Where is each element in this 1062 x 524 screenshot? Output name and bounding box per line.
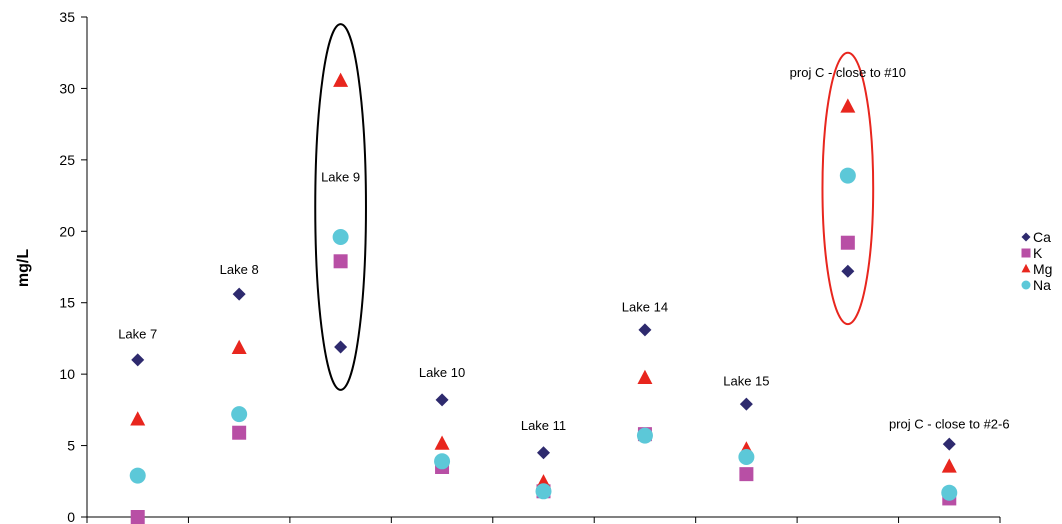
legend-item-k: K: [1021, 245, 1043, 261]
point-ca: [334, 340, 348, 354]
y-tick-label: 30: [59, 80, 75, 96]
y-tick-label: 25: [59, 152, 75, 168]
point-mg: [231, 339, 247, 355]
y-tick-label: 5: [67, 438, 75, 454]
legend-label: Mg: [1033, 261, 1052, 277]
y-tick-label: 20: [59, 223, 75, 239]
legend-label: Ca: [1033, 229, 1051, 245]
point-na: [332, 229, 349, 245]
data-points: [129, 72, 958, 524]
point-ca: [638, 323, 652, 337]
annotation-label: Lake 14: [622, 299, 668, 314]
annotation-label: proj C - close to #10: [790, 65, 906, 80]
point-na: [231, 406, 248, 423]
point-k: [840, 235, 855, 250]
highlight-ellipse: [821, 51, 875, 326]
point-ca: [739, 397, 753, 411]
y-tick-label: 10: [59, 366, 75, 382]
legend-marker-ca: [1021, 232, 1031, 242]
highlight-ellipse: [314, 23, 367, 391]
point-k: [739, 467, 754, 482]
point-na: [941, 484, 958, 501]
annotation-label: Lake 10: [419, 365, 465, 380]
point-ca: [841, 264, 855, 278]
legend-label: Na: [1033, 277, 1051, 293]
annotation-label: Lake 7: [118, 326, 157, 341]
annotation-label: Lake 15: [723, 374, 769, 389]
point-na: [839, 167, 856, 184]
point-mg: [434, 435, 450, 450]
point-na: [636, 427, 653, 444]
point-mg: [637, 369, 653, 385]
legend-item-mg: Mg: [1021, 261, 1052, 277]
point-ca: [232, 287, 246, 301]
point-mg: [333, 72, 349, 87]
annotation-label: Lake 9: [321, 169, 360, 184]
series-na: [129, 167, 958, 501]
annotation-label: Lake 8: [220, 262, 259, 277]
legend-marker-k: [1021, 248, 1031, 258]
legend-item-ca: Ca: [1021, 229, 1051, 245]
legend-marker-mg: [1021, 263, 1031, 273]
annotation-label: Lake 11: [521, 418, 566, 433]
axes: 0 5 10 15 20 25 30 35: [59, 9, 1001, 524]
point-na: [434, 453, 451, 470]
point-na: [535, 483, 552, 500]
series-ca: [131, 264, 956, 460]
highlight-ellipses: [314, 23, 875, 391]
point-na: [129, 467, 146, 484]
y-tick-label: 0: [67, 509, 75, 524]
legend-label: K: [1033, 245, 1043, 261]
y-tick-label: 15: [59, 295, 75, 311]
y-tick-label: 35: [59, 9, 75, 25]
point-na: [738, 449, 755, 465]
point-mg: [941, 458, 957, 473]
point-k: [232, 425, 247, 440]
point-k: [333, 254, 348, 269]
legend-marker-na: [1021, 280, 1031, 290]
point-k: [130, 510, 145, 524]
point-ca: [942, 437, 956, 451]
y-axis-label: mg/L: [15, 249, 32, 287]
annotation-label: proj C - close to #2-6: [889, 416, 1010, 431]
point-ca: [537, 446, 550, 460]
point-ca: [131, 353, 145, 367]
point-mg: [840, 98, 856, 113]
legend-item-na: Na: [1021, 277, 1051, 293]
point-ca: [435, 393, 449, 407]
annotations: Lake 7 Lake 8 Lake 9 Lake 10 Lake 11 Lake 14 L…: [118, 65, 1009, 433]
point-mg: [130, 411, 146, 426]
